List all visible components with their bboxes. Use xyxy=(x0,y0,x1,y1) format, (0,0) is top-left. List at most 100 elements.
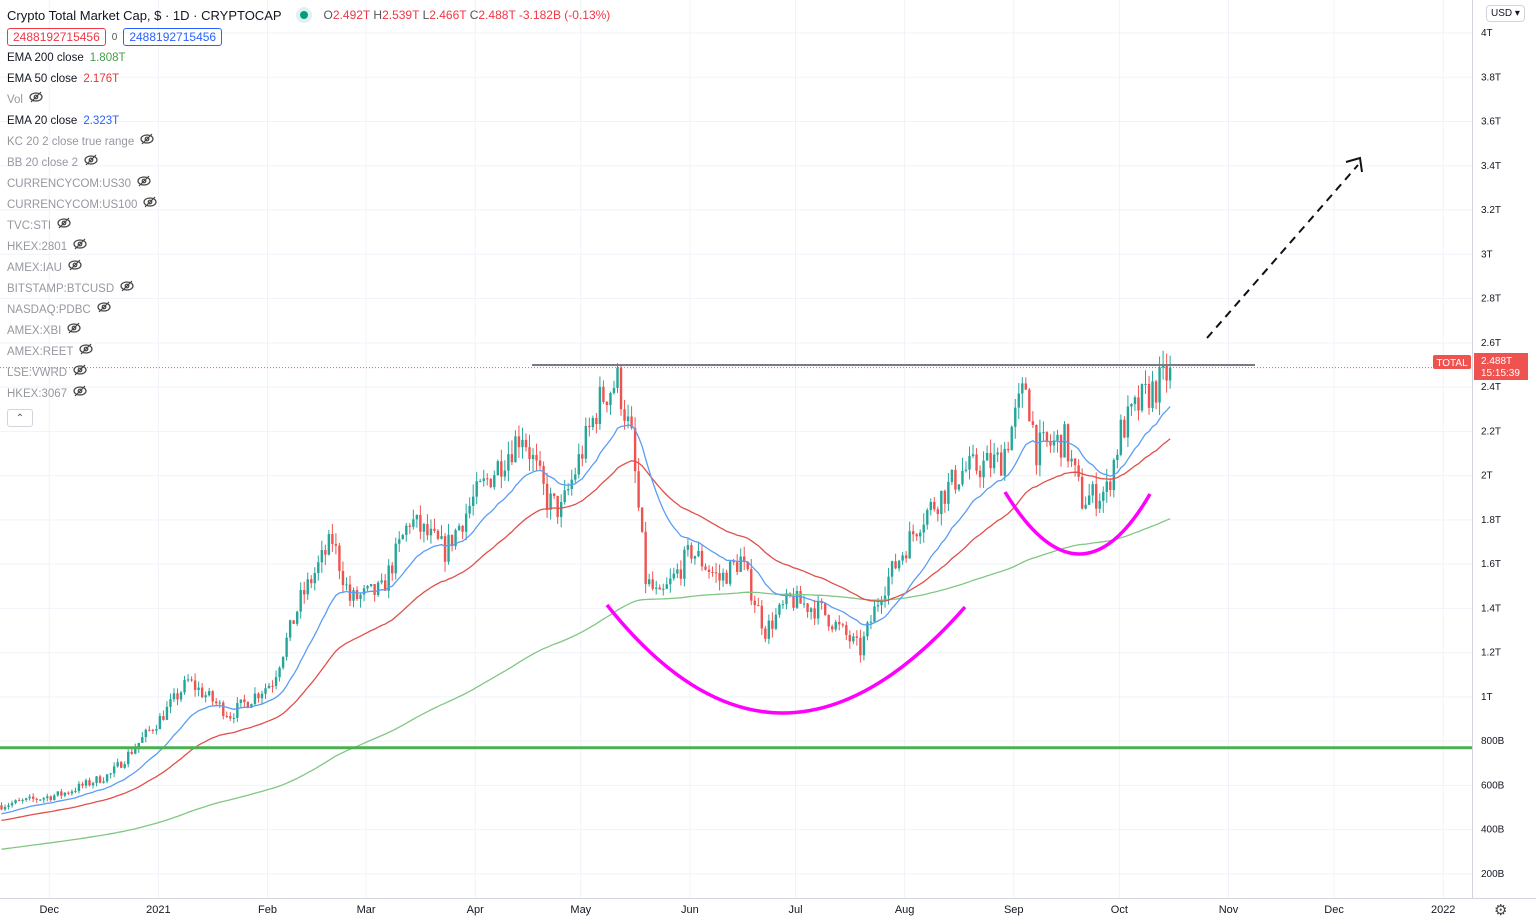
indicator-0[interactable]: EMA 200 close 1.808T xyxy=(7,48,610,69)
eye-hidden-icon[interactable] xyxy=(140,132,154,153)
indicator-13[interactable]: AMEX:XBI xyxy=(7,321,610,342)
candle-body xyxy=(299,590,302,612)
candle-body xyxy=(1059,434,1063,458)
candle-body xyxy=(676,569,679,574)
eye-hidden-icon[interactable] xyxy=(29,90,43,111)
projection-arrow xyxy=(1206,164,1359,339)
collapse-legend-button[interactable]: ⌃ xyxy=(7,409,33,427)
candle-body xyxy=(764,628,767,639)
indicator-2[interactable]: Vol xyxy=(7,90,610,111)
candle-body xyxy=(236,702,239,718)
indicator-value: 2.323T xyxy=(83,115,120,127)
indicator-14[interactable]: AMEX:REET xyxy=(7,342,610,363)
candle-body xyxy=(274,677,278,686)
candle-body xyxy=(1070,458,1073,462)
candle-body xyxy=(947,481,950,504)
candle-body xyxy=(584,425,588,459)
candle-body xyxy=(672,573,676,579)
candle-body xyxy=(507,454,510,471)
indicator-10[interactable]: AMEX:IAU xyxy=(7,258,610,279)
indicator-15[interactable]: LSE:VWRD xyxy=(7,363,610,384)
candle-body xyxy=(647,579,651,585)
candle-body xyxy=(852,636,855,642)
indicator-1[interactable]: EMA 50 close 2.176T xyxy=(7,69,610,90)
indicator-name: EMA 50 close xyxy=(7,73,78,85)
eye-hidden-icon[interactable] xyxy=(57,216,71,237)
candles xyxy=(0,350,1172,812)
eye-hidden-icon[interactable] xyxy=(97,300,111,321)
eye-hidden-icon[interactable] xyxy=(73,384,87,405)
candle-body xyxy=(271,685,274,687)
indicator-12[interactable]: NASDAQ:PDBC xyxy=(7,300,610,321)
candle-body xyxy=(598,386,602,424)
eye-hidden-icon[interactable] xyxy=(84,153,98,174)
candle-body xyxy=(67,792,70,794)
indicator-8[interactable]: TVC:STI xyxy=(7,216,610,237)
indicator-16[interactable]: HKEX:3067 xyxy=(7,384,610,405)
candle-body xyxy=(1003,448,1006,476)
y-tick-label: 1.2T xyxy=(1481,648,1501,659)
candle-body xyxy=(169,699,172,707)
eye-hidden-icon[interactable] xyxy=(137,174,151,195)
x-tick-label: Oct xyxy=(1111,904,1128,916)
eye-hidden-icon[interactable] xyxy=(73,363,87,384)
candle-body xyxy=(53,795,56,800)
candle-body xyxy=(757,605,760,607)
candle-body xyxy=(545,483,549,510)
symbol-title[interactable]: Crypto Total Market Cap, $ · 1D · CRYPTO… xyxy=(7,7,282,23)
candle-body xyxy=(778,604,781,615)
candle-body xyxy=(831,626,834,630)
candle-body xyxy=(60,791,63,796)
symbol-label: TOTAL xyxy=(1436,358,1468,369)
y-tick-label: 4T xyxy=(1481,28,1493,39)
eye-hidden-icon[interactable] xyxy=(73,237,87,258)
x-tick-label: 2022 xyxy=(1431,904,1455,916)
candle-body xyxy=(982,460,985,478)
ema-200-line xyxy=(1,518,1171,850)
candle-body xyxy=(436,530,440,539)
y-tick-label: 3.4T xyxy=(1481,161,1501,172)
candle-body xyxy=(1168,367,1172,381)
candle-body xyxy=(637,471,640,508)
candle-body xyxy=(457,525,461,531)
candle-body xyxy=(901,555,904,561)
x-tick-label: Aug xyxy=(895,904,915,916)
indicator-7[interactable]: CURRENCYCOM:US100 xyxy=(7,195,610,216)
candle-body xyxy=(292,620,295,624)
indicator-9[interactable]: HKEX:2801 xyxy=(7,237,610,258)
candle-body xyxy=(845,625,848,636)
indicator-4[interactable]: KC 20 2 close true range xyxy=(7,132,610,153)
indicator-3[interactable]: EMA 20 close 2.323T xyxy=(7,111,610,132)
candle-body xyxy=(619,367,623,410)
candle-body xyxy=(479,481,482,483)
indicator-5[interactable]: BB 20 close 2 xyxy=(7,153,610,174)
candle-body xyxy=(366,586,369,589)
candle-body xyxy=(968,456,971,470)
candle-body xyxy=(253,693,257,705)
candle-body xyxy=(718,573,721,581)
indicator-6[interactable]: CURRENCYCOM:US30 xyxy=(7,174,610,195)
candle-body xyxy=(743,556,746,562)
candle-body xyxy=(267,685,271,689)
currency-selector[interactable]: USD ▾ xyxy=(1486,5,1525,22)
candle-body xyxy=(595,417,598,424)
eye-hidden-icon[interactable] xyxy=(79,342,94,363)
eye-hidden-icon[interactable] xyxy=(143,195,157,216)
eye-hidden-icon[interactable] xyxy=(120,279,134,300)
candle-body xyxy=(303,590,306,595)
indicator-11[interactable]: BITSTAMP:BTCUSD xyxy=(7,279,610,300)
candle-body xyxy=(443,536,447,562)
candle-body xyxy=(489,478,492,488)
x-tick-label: May xyxy=(570,904,591,916)
eye-hidden-icon[interactable] xyxy=(67,321,81,342)
settings-gear-icon[interactable]: ⚙ xyxy=(1494,902,1508,919)
candle-body xyxy=(528,447,531,460)
candle-body xyxy=(876,605,880,607)
candle-body xyxy=(795,591,799,608)
eye-hidden-icon[interactable] xyxy=(68,258,82,279)
candle-body xyxy=(123,764,126,768)
candle-body xyxy=(387,565,390,591)
candle-body xyxy=(102,781,105,783)
candle-body xyxy=(510,454,514,463)
